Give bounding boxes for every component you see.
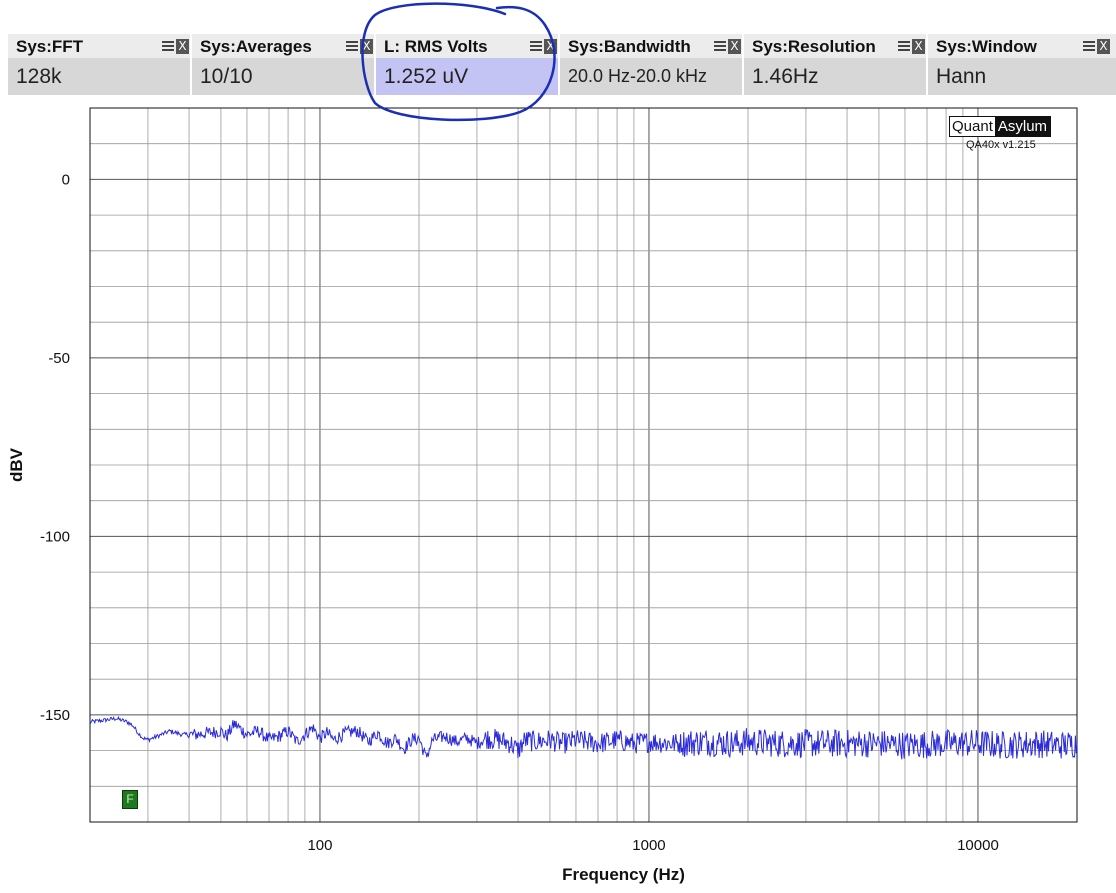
widget-title: L: RMS Volts bbox=[384, 37, 488, 56]
menu-icon[interactable] bbox=[162, 41, 174, 53]
menu-icon[interactable] bbox=[714, 41, 726, 53]
brand-logo: Quant Asylum bbox=[949, 116, 1052, 137]
widget-title: Sys:Window bbox=[936, 37, 1037, 56]
widget-value: 1.46Hz bbox=[752, 65, 819, 88]
widget-value: 1.252 uV bbox=[376, 58, 558, 95]
widget-header bbox=[376, 34, 558, 58]
widget-bandwidth[interactable]: Sys:Bandwidth X 20.0 Hz-20.0 kHz bbox=[560, 34, 742, 95]
tick-labels: 100 1000 10000 0 -50 -100 -150 bbox=[40, 171, 999, 854]
widget-rms-volts[interactable]: L: RMS Volts X 1.252 uV bbox=[376, 34, 558, 95]
marker-f[interactable]: F bbox=[122, 790, 138, 809]
menu-icon[interactable] bbox=[530, 41, 542, 53]
spectrum-trace bbox=[89, 715, 1078, 760]
widget-value: 128k bbox=[16, 65, 62, 88]
widget-title: Sys:Resolution bbox=[752, 37, 876, 56]
widget-title: Sys:FFT bbox=[16, 37, 84, 56]
y-axis-label: dBV bbox=[7, 447, 26, 482]
widget-title: Sys:Averages bbox=[200, 37, 312, 56]
annotation-circle bbox=[361, 2, 556, 122]
x-tick-label: 10000 bbox=[957, 837, 999, 854]
x-tick-label: 100 bbox=[307, 837, 332, 854]
widget-title: Sys:Bandwidth bbox=[568, 37, 691, 56]
y-tick-label: -50 bbox=[48, 350, 70, 367]
widget-averages[interactable]: Sys:Averages X 10/10 bbox=[192, 34, 374, 95]
close-icon[interactable]: X bbox=[1097, 39, 1110, 54]
measurement-widget-bar: Sys:FFT X 128k Sys:Averages X 10/10 L: R… bbox=[8, 34, 1116, 95]
widget-value: Hann bbox=[936, 65, 987, 88]
menu-icon[interactable] bbox=[898, 41, 910, 53]
y-tick-label: -150 bbox=[40, 707, 70, 724]
y-tick-label: -100 bbox=[40, 528, 70, 545]
widget-resolution[interactable]: Sys:Resolution X 1.46Hz bbox=[744, 34, 926, 95]
y-tick-label: 0 bbox=[62, 171, 70, 188]
widget-header bbox=[8, 34, 190, 58]
widget-header bbox=[560, 34, 742, 58]
close-icon[interactable]: X bbox=[176, 39, 189, 54]
plot-frame bbox=[89, 107, 1078, 823]
brand-part-1: Quant bbox=[950, 117, 995, 136]
x-tick-label: 1000 bbox=[632, 837, 665, 854]
widget-window[interactable]: Sys:Window X Hann bbox=[928, 34, 1116, 95]
widget-value: 20.0 Hz-20.0 kHz bbox=[568, 66, 708, 86]
menu-icon[interactable] bbox=[1083, 41, 1095, 53]
widget-fft[interactable]: Sys:FFT X 128k bbox=[8, 34, 190, 95]
close-icon[interactable]: X bbox=[912, 39, 925, 54]
close-icon[interactable]: X bbox=[728, 39, 741, 54]
version-label: QA40x v1.215 bbox=[966, 139, 1036, 151]
widget-header bbox=[192, 34, 374, 58]
menu-icon[interactable] bbox=[346, 41, 358, 53]
x-axis-label: Frequency (Hz) bbox=[562, 865, 685, 884]
widget-value: 10/10 bbox=[200, 65, 253, 88]
series-group bbox=[89, 715, 1078, 760]
brand-part-2: Asylum bbox=[994, 117, 1051, 136]
widget-header bbox=[744, 34, 926, 58]
chart-grid bbox=[89, 107, 1078, 823]
